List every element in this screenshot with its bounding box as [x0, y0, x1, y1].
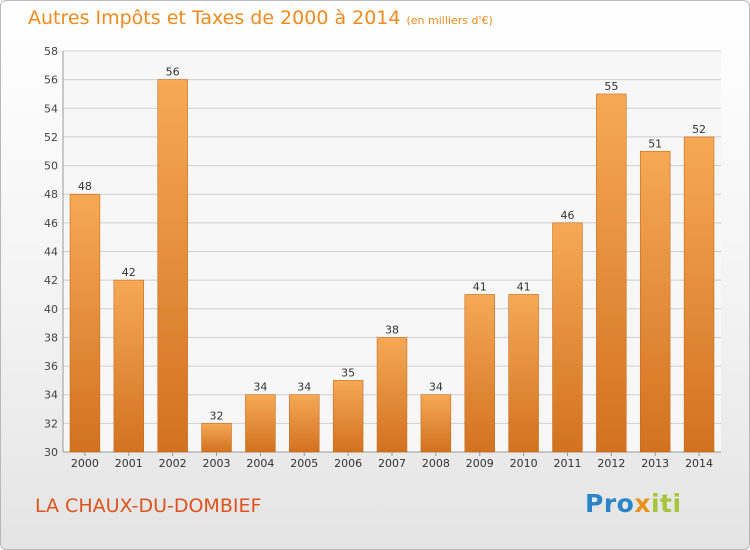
- bar-group: 38: [376, 323, 408, 453]
- data-label: 41: [473, 280, 487, 293]
- x-tick-label: 2014: [685, 457, 713, 470]
- bar: [464, 294, 495, 453]
- bar-group: 56: [157, 66, 188, 453]
- y-tick-label: 34: [44, 389, 58, 402]
- bar: [289, 394, 320, 453]
- data-label: 52: [692, 123, 706, 136]
- x-tick-label: 2000: [71, 457, 99, 470]
- x-tick-label: 2006: [334, 457, 362, 470]
- bar: [552, 222, 583, 453]
- data-label: 42: [122, 266, 136, 279]
- chart-unit: (en milliers d'€): [406, 14, 493, 27]
- x-tick-label: 2002: [159, 457, 187, 470]
- bar: [376, 337, 408, 453]
- x-tick-label: 2012: [597, 457, 625, 470]
- bar: [245, 394, 276, 453]
- x-tick-label: 2008: [422, 457, 450, 470]
- bar: [332, 380, 364, 453]
- x-tick-label: 2011: [553, 457, 581, 470]
- bar-group: 48: [69, 180, 101, 453]
- bar: [420, 394, 452, 453]
- y-tick-label: 30: [44, 446, 58, 459]
- bar-group: 46: [552, 209, 583, 453]
- y-tick-label: 44: [44, 246, 58, 259]
- data-label: 51: [648, 137, 662, 150]
- y-tick-label: 58: [44, 45, 58, 58]
- data-label: 48: [78, 180, 92, 193]
- data-label: 55: [604, 80, 618, 93]
- y-tick-label: 48: [44, 188, 58, 201]
- data-label: 34: [297, 381, 311, 394]
- x-tick-label: 2007: [378, 457, 406, 470]
- x-tick-label: 2013: [641, 457, 669, 470]
- y-tick-label: 52: [44, 131, 58, 144]
- data-label: 35: [341, 366, 355, 379]
- data-label: 56: [166, 66, 180, 79]
- bar-group: 41: [508, 280, 539, 453]
- y-tick-label: 56: [44, 74, 58, 87]
- proxiti-logo: Proxiti: [585, 489, 682, 518]
- x-tick-label: 2003: [203, 457, 231, 470]
- chart-title: Autres Impôts et Taxes de 2000 à 2014 (en…: [28, 7, 493, 29]
- bar: [113, 279, 145, 453]
- data-label: 34: [429, 381, 443, 394]
- y-tick-label: 40: [44, 303, 58, 316]
- bar-group: 35: [332, 366, 364, 453]
- x-tick-label: 2010: [510, 457, 538, 470]
- y-tick-label: 42: [44, 274, 58, 287]
- y-tick-label: 38: [44, 331, 58, 344]
- data-label: 32: [210, 409, 224, 422]
- y-tick-label: 32: [44, 417, 58, 430]
- x-tick-label: 2004: [246, 457, 274, 470]
- y-tick-label: 54: [44, 102, 58, 115]
- bar-group: 42: [113, 266, 145, 453]
- bar-group: 34: [420, 381, 452, 453]
- x-tick-label: 2005: [290, 457, 318, 470]
- bar-group: 34: [245, 381, 276, 453]
- data-label: 46: [560, 209, 574, 222]
- bar: [508, 294, 539, 453]
- y-tick-label: 36: [44, 360, 58, 373]
- x-tick-label: 2009: [466, 457, 494, 470]
- y-tick-label: 46: [44, 217, 58, 230]
- data-label: 41: [517, 280, 531, 293]
- bar-group: 52: [683, 123, 715, 453]
- bar-group: 55: [596, 80, 627, 453]
- bar: [683, 136, 715, 453]
- data-label: 34: [253, 381, 267, 394]
- bar-group: 34: [289, 381, 320, 453]
- chart-title-text: Autres Impôts et Taxes de 2000 à 2014: [28, 7, 401, 29]
- y-tick-label: 50: [44, 160, 58, 173]
- bar-group: 51: [639, 137, 671, 453]
- bar-group: 41: [464, 280, 495, 453]
- bar: [69, 193, 101, 453]
- bar: [201, 423, 232, 453]
- commune-name: LA CHAUX-DU-DOMBIEF: [35, 495, 262, 517]
- bar: [596, 93, 627, 453]
- data-label: 38: [385, 323, 399, 336]
- x-tick-label: 2001: [115, 457, 143, 470]
- bar: [639, 150, 671, 453]
- bar: [157, 79, 188, 453]
